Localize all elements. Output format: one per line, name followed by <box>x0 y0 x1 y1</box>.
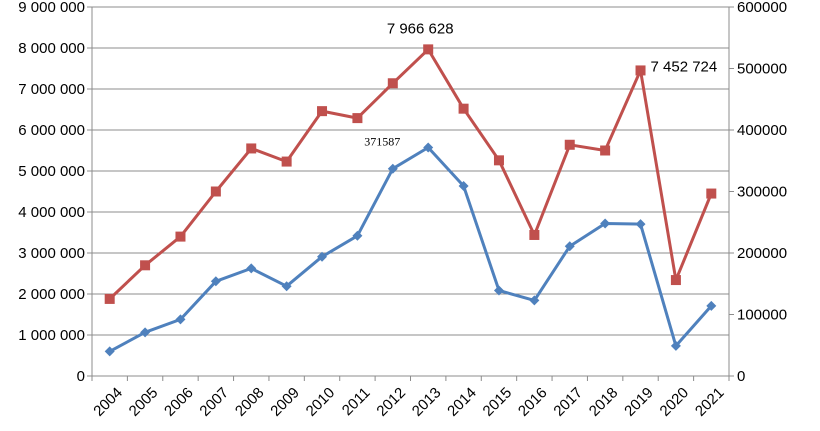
series-2-point <box>175 314 186 325</box>
x-axis-tick-label: 2018 <box>586 384 622 420</box>
x-axis-tick-label: 2009 <box>267 384 303 420</box>
series-2-point <box>529 295 540 306</box>
series-1-point <box>352 113 363 124</box>
series-1-point <box>317 106 328 117</box>
series-1-point <box>104 293 115 304</box>
x-axis-tick-label: 2007 <box>196 384 232 420</box>
right-axis-tick-label: 600000 <box>737 0 787 16</box>
series-2-point <box>635 219 646 230</box>
series-1-point <box>140 260 151 271</box>
series-1-point <box>175 231 186 242</box>
left-axis-tick-label: 7 000 000 <box>18 81 85 98</box>
series-1-point <box>635 65 646 76</box>
data-label: 7 966 628 <box>387 20 454 37</box>
right-axis-tick-label: 300000 <box>737 184 787 201</box>
x-axis-tick-label: 2020 <box>657 384 693 420</box>
series-2-point <box>706 300 717 311</box>
left-axis-tick-label: 0 <box>77 368 85 385</box>
x-axis-tick-label: 2005 <box>126 384 162 420</box>
series-2-point <box>104 346 115 357</box>
x-axis-tick-label: 2004 <box>90 384 126 420</box>
series-1-point <box>458 103 469 114</box>
series-1-point <box>281 156 292 167</box>
x-axis-tick-label: 2011 <box>339 384 374 419</box>
data-label: 371587 <box>364 134 400 148</box>
series-2-point <box>493 285 504 296</box>
left-axis-tick-label: 2 000 000 <box>18 286 85 303</box>
series-2-point <box>600 218 611 229</box>
right-axis-tick-label: 200000 <box>737 245 787 262</box>
series-2-point <box>210 276 221 287</box>
left-axis-tick-label: 4 000 000 <box>18 204 85 221</box>
left-axis-tick-label: 3 000 000 <box>18 245 85 262</box>
series-line-2 <box>108 146 713 353</box>
right-axis-tick-label: 500000 <box>737 61 787 78</box>
series-1-point <box>246 143 257 154</box>
series-2-point <box>670 340 681 351</box>
x-axis-tick-label: 2006 <box>161 384 197 420</box>
right-axis-tick-label: 100000 <box>737 307 787 324</box>
series-2-point <box>140 327 151 338</box>
x-axis-tick-label: 2021 <box>692 384 728 420</box>
x-axis-tick-label: 2012 <box>373 384 409 420</box>
series-1-point <box>706 188 717 199</box>
series-2-point <box>423 142 434 153</box>
right-axis-tick-label: 0 <box>737 368 745 385</box>
series-1-point <box>529 229 540 240</box>
series-2-point <box>352 230 363 241</box>
left-axis-tick-label: 5 000 000 <box>18 163 85 180</box>
series-2-point <box>281 281 292 292</box>
series-1-point <box>387 78 398 89</box>
series-1-point <box>670 275 681 286</box>
x-axis-tick-label: 2017 <box>550 384 586 420</box>
series-line-1 <box>108 47 713 300</box>
left-axis-tick-label: 8 000 000 <box>18 40 85 57</box>
series-2-point <box>564 241 575 252</box>
x-axis-tick-label: 2010 <box>303 384 339 420</box>
series-1-point <box>564 139 575 150</box>
x-axis-tick-label: 2019 <box>621 384 657 420</box>
left-axis-tick-label: 9 000 000 <box>18 0 85 16</box>
series-2-point <box>317 251 328 262</box>
x-axis-tick-label: 2015 <box>480 384 516 420</box>
data-label: 7 452 724 <box>651 58 718 75</box>
x-axis-tick-label: 2014 <box>444 384 480 420</box>
x-axis-tick-label: 2016 <box>515 384 551 420</box>
series-2-point <box>387 163 398 174</box>
x-axis-tick-label: 2013 <box>409 384 445 420</box>
x-axis-tick-label: 2008 <box>232 384 268 420</box>
series-1-point <box>423 44 434 55</box>
series-1-point <box>493 155 504 166</box>
left-axis-tick-label: 6 000 000 <box>18 122 85 139</box>
series-1-point <box>210 186 221 197</box>
series-2-point <box>458 180 469 191</box>
left-axis-tick-label: 1 000 000 <box>18 327 85 344</box>
series-1-point <box>600 145 611 156</box>
series-2-point <box>246 263 257 274</box>
right-axis-tick-label: 400000 <box>737 122 787 139</box>
